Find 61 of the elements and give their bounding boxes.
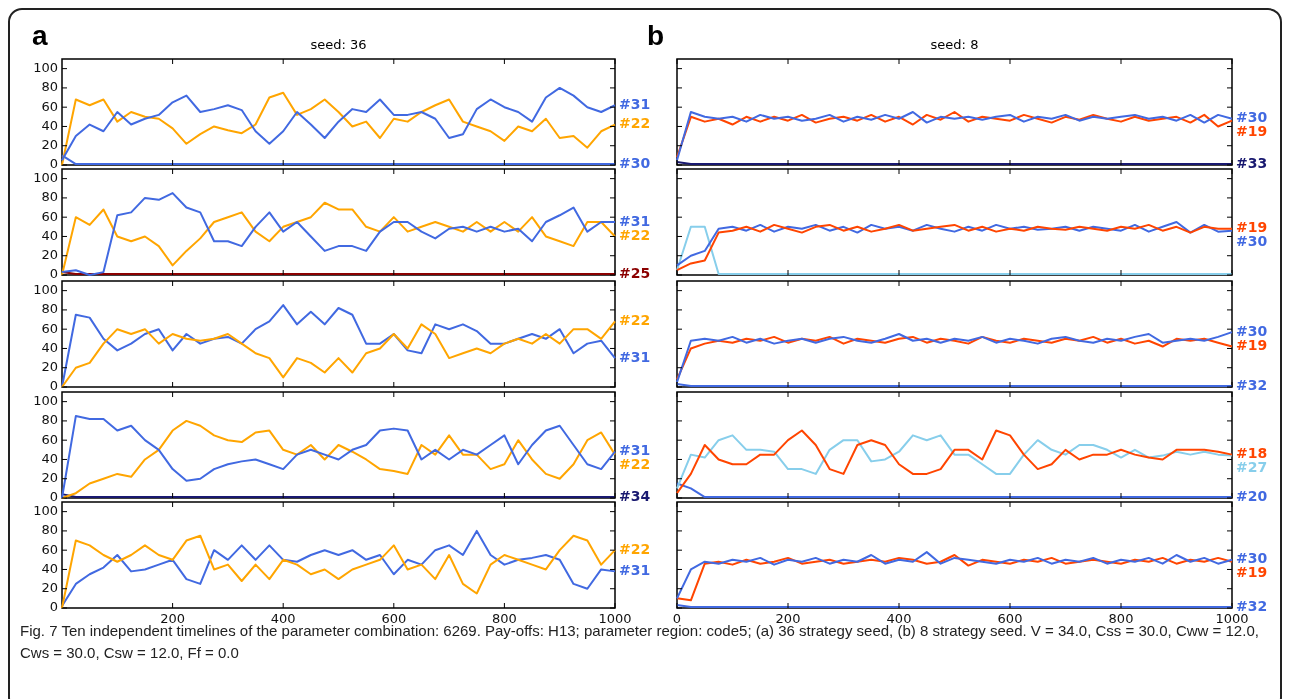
- y-tick-label: 100: [33, 60, 58, 76]
- y-tick-label: 40: [41, 339, 58, 355]
- series-label: #34: [619, 487, 651, 504]
- y-tick-label: 60: [41, 431, 58, 447]
- y-tick-label: 100: [33, 503, 58, 519]
- series-label: #22: [619, 456, 651, 473]
- series-label: #30: [619, 154, 651, 171]
- y-tick-label: 80: [41, 301, 58, 317]
- series-label: #31: [619, 562, 651, 579]
- text: a: [32, 20, 48, 52]
- y-tick-label: 60: [41, 208, 58, 224]
- series-label: #20: [1236, 487, 1268, 504]
- y-tick-label: 20: [41, 470, 58, 486]
- series-label: #18: [1236, 445, 1268, 462]
- series-label: #31: [619, 348, 651, 365]
- chart-title: seed: 36: [309, 37, 368, 52]
- series-label: #19: [1236, 564, 1268, 581]
- y-tick-label: 100: [33, 170, 58, 186]
- y-tick-label: 40: [41, 227, 58, 243]
- y-tick-label: 80: [41, 412, 58, 428]
- y-tick-label: 0: [49, 266, 58, 282]
- y-tick-label: 100: [33, 282, 58, 298]
- y-tick-label: 60: [41, 320, 58, 336]
- series-label: #32: [1236, 376, 1268, 393]
- series-label: #19: [1236, 123, 1268, 140]
- y-tick-label: 0: [49, 489, 58, 505]
- y-tick-label: 0: [49, 599, 58, 615]
- y-tick-label: 40: [41, 560, 58, 576]
- series-label: #22: [619, 115, 651, 132]
- series-label: #31: [619, 212, 651, 229]
- y-tick-label: 20: [41, 137, 58, 153]
- y-tick-label: 20: [41, 580, 58, 596]
- y-tick-label: 40: [41, 450, 58, 466]
- series-label: #25: [619, 264, 651, 281]
- series-label: #19: [1236, 219, 1268, 236]
- series-label: #22: [619, 540, 651, 557]
- y-tick-label: 80: [41, 79, 58, 95]
- series-label: #19: [1236, 337, 1268, 354]
- text: b: [647, 20, 665, 52]
- chart-title: seed: 8: [929, 37, 980, 52]
- y-tick-label: 40: [41, 117, 58, 133]
- series-label: #31: [619, 95, 651, 112]
- y-tick-label: 80: [41, 522, 58, 538]
- y-tick-label: 20: [41, 359, 58, 375]
- y-tick-label: 0: [49, 156, 58, 172]
- series-label: #22: [619, 312, 651, 329]
- series-label: #30: [1236, 322, 1268, 339]
- y-tick-label: 60: [41, 98, 58, 114]
- series-label: #30: [1236, 109, 1268, 126]
- y-tick-label: 100: [33, 393, 58, 409]
- y-tick-label: 60: [41, 541, 58, 557]
- y-tick-label: 0: [49, 378, 58, 394]
- y-tick-label: 80: [41, 189, 58, 205]
- series-label: #33: [1236, 154, 1268, 171]
- series-label: #22: [619, 227, 651, 244]
- y-tick-label: 20: [41, 247, 58, 263]
- series-label: #30: [1236, 233, 1268, 250]
- series-label: #27: [1236, 459, 1268, 476]
- series-label: #32: [1236, 597, 1268, 614]
- series-label: #30: [1236, 550, 1268, 567]
- series-label: #31: [619, 442, 651, 459]
